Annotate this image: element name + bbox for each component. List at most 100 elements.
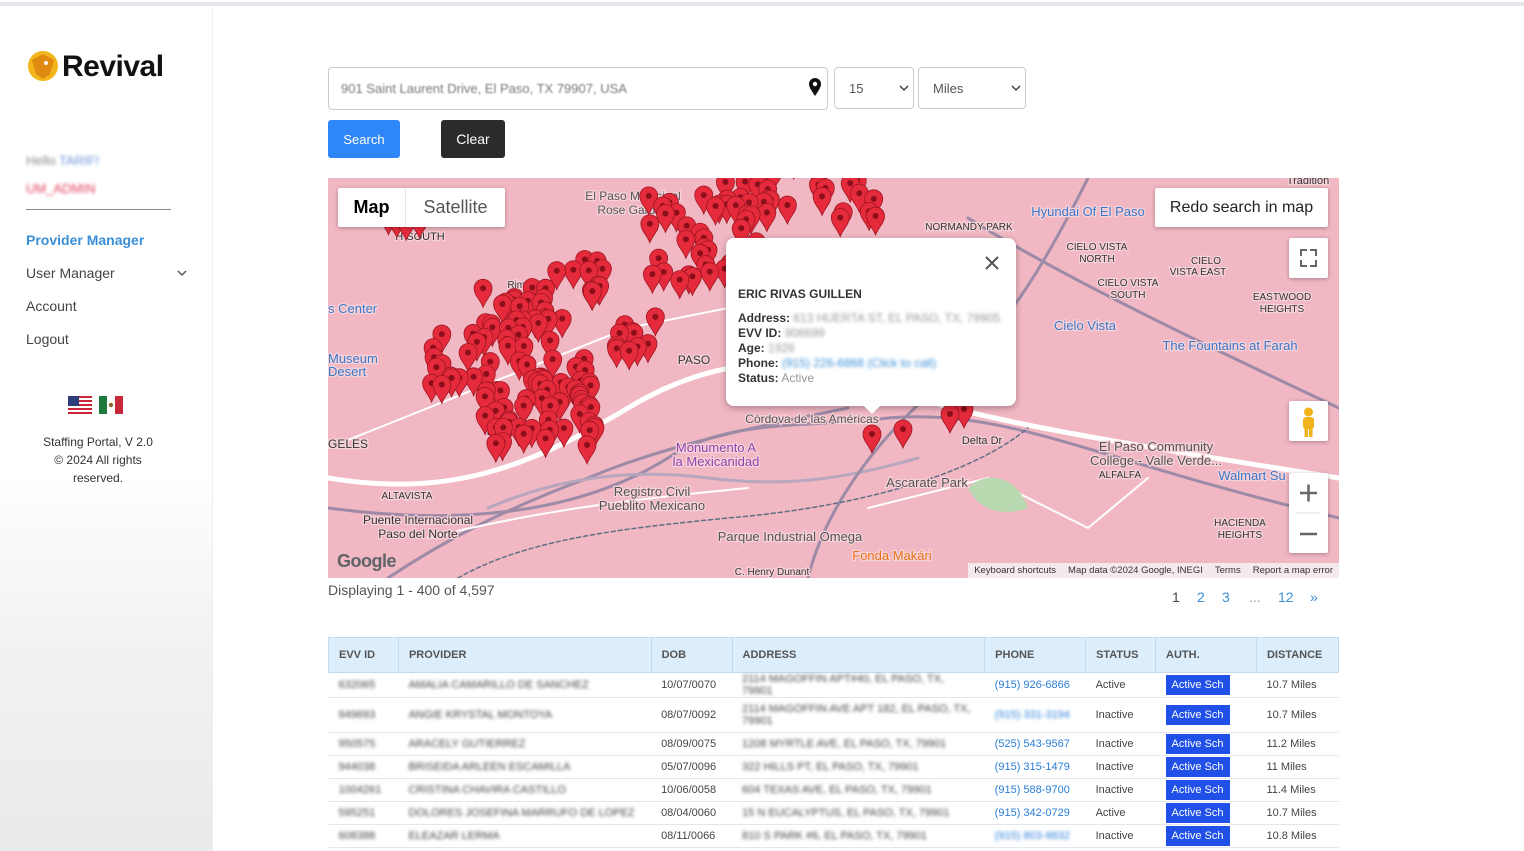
location-icon[interactable] <box>807 77 823 97</box>
phone-link[interactable]: (525) 543-9567 <box>994 738 1070 750</box>
map-pin[interactable] <box>716 178 735 203</box>
nav-link[interactable]: Logout <box>26 331 69 347</box>
nav-link[interactable]: User Manager <box>26 265 115 281</box>
map-pin[interactable] <box>812 187 832 217</box>
map-pin[interactable] <box>656 204 675 234</box>
attribution-link[interactable]: Report a map error <box>1252 565 1333 576</box>
satellite-tab[interactable]: Satellite <box>405 188 505 227</box>
page-link[interactable]: 2 <box>1197 589 1205 605</box>
search-button[interactable]: Search <box>328 120 400 158</box>
nav-link[interactable]: Provider Manager <box>26 232 145 248</box>
phone-link[interactable]: (915) 803-9832 <box>994 830 1070 842</box>
map-tab[interactable]: Map <box>353 197 390 217</box>
map-pin[interactable] <box>528 313 548 344</box>
map-pin[interactable] <box>493 294 512 325</box>
map-pin[interactable] <box>940 404 960 435</box>
map-pin[interactable] <box>458 343 478 373</box>
cell-text: 595251 <box>338 807 376 819</box>
map-pin[interactable] <box>670 270 690 300</box>
phone-link[interactable]: (915) 342-0729 <box>994 807 1070 819</box>
page-link[interactable]: 1 <box>1172 589 1180 605</box>
map-pin[interactable] <box>700 262 720 292</box>
map-pin[interactable] <box>640 214 660 244</box>
map-pin[interactable] <box>540 330 560 361</box>
map-pin[interactable] <box>706 196 725 227</box>
map-pin[interactable] <box>777 195 797 226</box>
map-pin[interactable] <box>643 264 662 295</box>
map-label: Puente Internacional <box>363 513 473 527</box>
column-header[interactable]: DOB <box>650 637 733 673</box>
clear-button[interactable]: Clear <box>441 120 505 158</box>
fullscreen-button[interactable] <box>1289 238 1328 278</box>
map-pin[interactable] <box>582 281 602 312</box>
map-pin[interactable] <box>464 367 484 397</box>
unit-select[interactable]: Miles <box>918 67 1026 109</box>
page-link[interactable]: » <box>1310 589 1318 605</box>
map-pin[interactable] <box>645 307 665 338</box>
pin-dot <box>700 192 707 199</box>
map-pin[interactable] <box>552 309 572 339</box>
column-header[interactable]: PHONE <box>984 637 1087 673</box>
map-pin[interactable] <box>514 396 533 426</box>
map-pin[interactable] <box>536 429 555 459</box>
map-pin[interactable] <box>785 178 803 181</box>
attribution-link[interactable]: Terms <box>1214 565 1241 576</box>
auth-button[interactable]: Active Sch <box>1165 826 1230 846</box>
map-pin[interactable] <box>893 419 913 450</box>
map-pin[interactable] <box>514 424 534 455</box>
redo-search-button[interactable]: Redo search in map <box>1155 188 1328 227</box>
phone-link[interactable]: (915) 331-3194 <box>994 709 1070 721</box>
cell-text: 15 N EUCALYPTUS, EL PASO, TX, 79901 <box>742 807 950 819</box>
address-input[interactable]: 901 Saint Laurent Drive, El Paso, TX 799… <box>328 67 828 110</box>
radius-select[interactable]: 15 <box>834 67 914 109</box>
auth-button[interactable]: Active Sch <box>1165 734 1230 754</box>
column-header[interactable]: PROVIDER <box>397 637 652 673</box>
map-pin[interactable] <box>676 229 696 260</box>
map-pin[interactable] <box>486 433 506 464</box>
map-label: GELES <box>328 437 368 451</box>
language-flags[interactable] <box>68 396 124 414</box>
column-header[interactable]: STATUS <box>1085 637 1157 673</box>
auth-button[interactable]: Active Sch <box>1165 675 1230 695</box>
phone-link[interactable]: (915) 315-1479 <box>994 761 1070 773</box>
map-pin[interactable] <box>563 260 583 290</box>
map-pin[interactable] <box>830 208 850 238</box>
map-pin[interactable] <box>731 218 751 249</box>
popup-close[interactable] <box>982 253 1002 273</box>
page-link[interactable]: 3 <box>1222 589 1230 605</box>
column-header[interactable]: ADDRESS <box>731 637 986 673</box>
pin-body <box>547 261 567 291</box>
page-link[interactable]: 12 <box>1278 589 1294 605</box>
map-pin[interactable] <box>543 349 563 380</box>
map-pin[interactable] <box>619 341 639 371</box>
table-cell: 608388 <box>328 824 399 848</box>
auth-button[interactable]: Active Sch <box>1165 803 1230 823</box>
nav-link[interactable]: Account <box>26 298 77 314</box>
phone-link[interactable]: (915) 588-9700 <box>994 784 1070 796</box>
attribution-link[interactable]: Keyboard shortcuts <box>974 565 1057 576</box>
map-pin[interactable] <box>547 261 567 291</box>
cell-text: 10.7 Miles <box>1266 709 1317 721</box>
map-pin[interactable] <box>862 424 882 455</box>
map-pin[interactable] <box>866 206 885 237</box>
map-label: NORTH <box>1079 254 1114 265</box>
auth-button[interactable]: Active Sch <box>1165 757 1230 777</box>
phone-link[interactable]: (915) 926-6866 <box>994 679 1070 691</box>
map-pin[interactable] <box>517 355 537 385</box>
map-pin[interactable] <box>577 435 597 465</box>
column-header[interactable]: DISTANCE <box>1255 637 1340 673</box>
field-value[interactable]: (915) 226-6868 (Click to call) <box>782 356 937 370</box>
table-row: 944038 BRISEIDA ARLEEN ESCAMILLA 05/07/009… <box>328 755 1339 779</box>
column-header[interactable]: EVV ID <box>328 637 399 673</box>
map-pin[interactable] <box>757 203 777 233</box>
map-pin[interactable] <box>473 278 493 309</box>
map-pin[interactable] <box>579 260 599 291</box>
pin-dot <box>560 425 567 432</box>
map[interactable]: El Paso Municipal Rose Garden Hyundai Of E… <box>328 178 1339 578</box>
pegman-button[interactable] <box>1289 401 1328 441</box>
column-header[interactable]: AUTH. <box>1155 637 1257 673</box>
map-pin[interactable] <box>432 375 452 405</box>
auth-button[interactable]: Active Sch <box>1165 705 1230 725</box>
auth-button[interactable]: Active Sch <box>1165 780 1230 800</box>
